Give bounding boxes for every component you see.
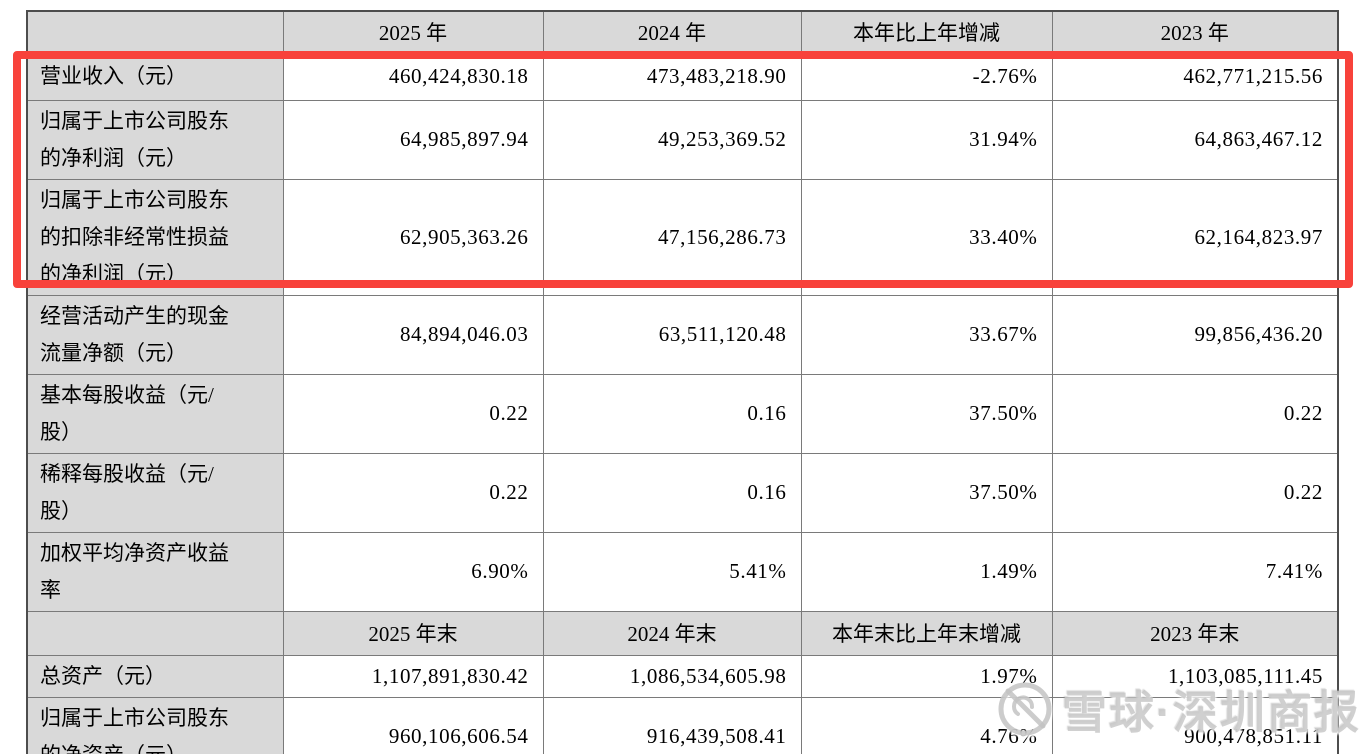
cell-value: 916,439,508.41 bbox=[542, 696, 802, 754]
col-header-2023-end: 2023 年末 bbox=[1051, 610, 1339, 656]
row-label: 经营活动产生的现金流量净额（元） bbox=[26, 294, 284, 375]
cell-value: 0.22 bbox=[1051, 373, 1339, 454]
table-row-total-assets: 总资产（元） 1,107,891,830.42 1,086,534,605.98… bbox=[26, 654, 1339, 698]
table-header-row-annual: 2025 年 2024 年 本年比上年增减 2023 年 bbox=[26, 10, 1339, 54]
cell-value: 0.16 bbox=[542, 452, 802, 533]
cell-value: 99,856,436.20 bbox=[1051, 294, 1339, 375]
cell-value: 900,478,851.11 bbox=[1051, 696, 1339, 754]
cell-value: 33.40% bbox=[800, 178, 1053, 296]
col-header-2025-end: 2025 年末 bbox=[282, 610, 544, 656]
table-row-diluted-eps: 稀释每股收益（元/股） 0.22 0.16 37.50% 0.22 bbox=[26, 452, 1339, 533]
corner-cell bbox=[26, 610, 284, 656]
watermark-text: 雪球·深圳商报 bbox=[1062, 687, 1361, 738]
row-label: 总资产（元） bbox=[26, 654, 284, 698]
table-row-operating-cash-flow: 经营活动产生的现金流量净额（元） 84,894,046.03 63,511,12… bbox=[26, 294, 1339, 375]
row-label: 归属于上市公司股东的净利润（元） bbox=[26, 99, 284, 180]
table-row-net-assets: 归属于上市公司股东的净资产（元） 960,106,606.54 916,439,… bbox=[26, 696, 1339, 754]
financial-summary-table: 2025 年 2024 年 本年比上年增减 2023 年 营业收入（元） 460… bbox=[26, 10, 1339, 754]
cell-value: 49,253,369.52 bbox=[542, 99, 802, 180]
cell-value: 5.41% bbox=[542, 531, 802, 612]
col-header-2023: 2023 年 bbox=[1051, 10, 1339, 54]
row-label: 营业收入（元） bbox=[26, 52, 284, 101]
row-label: 归属于上市公司股东的扣除非经常性损益的净利润（元） bbox=[26, 178, 284, 296]
col-header-2024-end: 2024 年末 bbox=[542, 610, 802, 656]
cell-value: 460,424,830.18 bbox=[282, 52, 544, 101]
cell-value: 62,905,363.26 bbox=[282, 178, 544, 296]
table-row-net-profit: 归属于上市公司股东的净利润（元） 64,985,897.94 49,253,36… bbox=[26, 99, 1339, 180]
table-row-basic-eps: 基本每股收益（元/股） 0.22 0.16 37.50% 0.22 bbox=[26, 373, 1339, 454]
col-header-end-change: 本年末比上年末增减 bbox=[800, 610, 1053, 656]
row-label: 稀释每股收益（元/股） bbox=[26, 452, 284, 533]
cell-value: 0.16 bbox=[542, 373, 802, 454]
col-header-yoy-change: 本年比上年增减 bbox=[800, 10, 1053, 54]
cell-value: 33.67% bbox=[800, 294, 1053, 375]
cell-value: 31.94% bbox=[800, 99, 1053, 180]
xueqiu-logo-icon bbox=[998, 682, 1052, 735]
col-header-2025: 2025 年 bbox=[282, 10, 544, 54]
row-label: 基本每股收益（元/股） bbox=[26, 373, 284, 454]
table-header-row-period-end: 2025 年末 2024 年末 本年末比上年末增减 2023 年末 bbox=[26, 610, 1339, 656]
cell-value: 0.22 bbox=[282, 452, 544, 533]
cell-value: 1,103,085,111.45 bbox=[1051, 654, 1339, 698]
cell-value: 64,863,467.12 bbox=[1051, 99, 1339, 180]
col-header-2024: 2024 年 bbox=[542, 10, 802, 54]
cell-value: 47,156,286.73 bbox=[542, 178, 802, 296]
cell-value: 0.22 bbox=[282, 373, 544, 454]
cell-value: 6.90% bbox=[282, 531, 544, 612]
cell-value: 473,483,218.90 bbox=[542, 52, 802, 101]
cell-value: 84,894,046.03 bbox=[282, 294, 544, 375]
cell-value: 37.50% bbox=[800, 452, 1053, 533]
cell-value: 63,511,120.48 bbox=[542, 294, 802, 375]
cell-value: 1,086,534,605.98 bbox=[542, 654, 802, 698]
cell-value: -2.76% bbox=[800, 52, 1053, 101]
cell-value: 0.22 bbox=[1051, 452, 1339, 533]
cell-value: 1,107,891,830.42 bbox=[282, 654, 544, 698]
cell-value: 62,164,823.97 bbox=[1051, 178, 1339, 296]
cell-value: 1.49% bbox=[800, 531, 1053, 612]
row-label: 归属于上市公司股东的净资产（元） bbox=[26, 696, 284, 754]
cell-value: 64,985,897.94 bbox=[282, 99, 544, 180]
cell-value: 960,106,606.54 bbox=[282, 696, 544, 754]
table-row-net-profit-excl-nonrecurring: 归属于上市公司股东的扣除非经常性损益的净利润（元） 62,905,363.26 … bbox=[26, 178, 1339, 296]
cell-value: 7.41% bbox=[1051, 531, 1339, 612]
red-highlight-box bbox=[13, 51, 1353, 288]
watermark: 雪球·深圳商报 bbox=[996, 676, 1361, 741]
corner-cell bbox=[26, 10, 284, 54]
cell-value: 37.50% bbox=[800, 373, 1053, 454]
row-label: 加权平均净资产收益率 bbox=[26, 531, 284, 612]
table-row-weighted-avg-roe: 加权平均净资产收益率 6.90% 5.41% 1.49% 7.41% bbox=[26, 531, 1339, 612]
